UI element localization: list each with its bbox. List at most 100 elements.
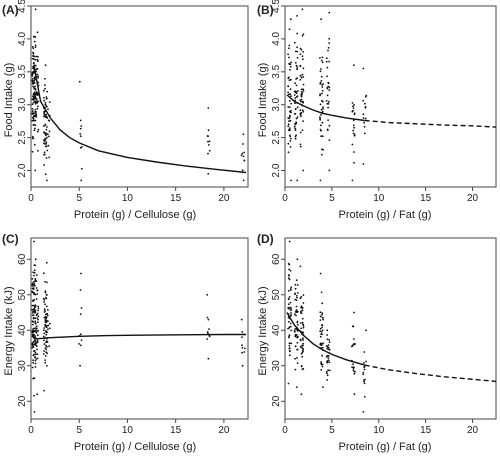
data-point: [207, 318, 210, 321]
data-point: [320, 59, 323, 62]
data-point: [302, 50, 304, 53]
data-point: [37, 315, 40, 318]
data-point: [32, 361, 34, 364]
data-point: [207, 172, 210, 175]
data-point: [288, 274, 290, 277]
data-point: [32, 96, 35, 99]
data-point: [80, 272, 82, 275]
data-point: [326, 348, 329, 350]
data-point: [302, 90, 305, 92]
data-point: [46, 90, 49, 93]
data-point: [79, 135, 82, 138]
data-point: [207, 144, 210, 146]
data-point: [32, 112, 34, 115]
data-point: [289, 306, 292, 309]
data-point: [299, 143, 302, 146]
data-point: [46, 281, 48, 284]
data-point: [362, 163, 365, 165]
data-point: [36, 58, 39, 61]
data-point: [242, 133, 245, 136]
data-point: [80, 146, 83, 148]
data-point: [294, 335, 297, 338]
data-point: [43, 99, 46, 102]
data-point: [79, 333, 82, 336]
data-point: [42, 89, 45, 92]
data-point: [353, 134, 356, 137]
data-point: [288, 268, 290, 271]
data-point: [207, 357, 210, 360]
data-point: [287, 85, 289, 88]
data-point: [302, 302, 305, 304]
data-point: [31, 71, 34, 74]
data-point: [295, 117, 298, 120]
data-point: [31, 366, 34, 369]
data-point: [34, 278, 37, 280]
y-tick-label: 4.0: [17, 32, 28, 46]
data-point: [35, 280, 38, 282]
y-tick-label: 60: [17, 253, 28, 265]
data-point: [31, 290, 34, 293]
data-point: [44, 325, 47, 328]
data-point: [302, 350, 304, 353]
data-point: [302, 294, 305, 296]
data-point: [290, 95, 292, 98]
data-point: [295, 64, 298, 67]
data-point: [44, 321, 47, 324]
data-point: [34, 258, 37, 261]
data-point: [363, 382, 366, 385]
data-point: [36, 393, 39, 396]
data-point: [48, 119, 51, 122]
data-point: [207, 107, 210, 109]
data-point: [34, 44, 37, 47]
data-point: [33, 343, 35, 346]
data-point: [244, 347, 246, 350]
data-point: [36, 339, 39, 342]
data-point: [48, 156, 51, 159]
data-point: [322, 386, 324, 388]
data-point: [301, 8, 304, 11]
data-point: [31, 135, 34, 138]
data-point: [44, 347, 47, 350]
data-point: [47, 320, 49, 322]
data-point: [46, 346, 48, 348]
data-point: [45, 351, 48, 354]
data-point: [294, 122, 297, 125]
data-point: [353, 393, 356, 396]
x-tick-label: 20: [218, 193, 230, 204]
data-point: [296, 341, 299, 344]
data-point: [326, 329, 329, 332]
y-tick-label: 2.5: [17, 130, 28, 144]
data-point: [288, 79, 291, 82]
data-point: [46, 133, 49, 136]
data-point: [351, 366, 353, 369]
data-point: [362, 113, 365, 116]
data-point: [362, 371, 365, 374]
data-point: [294, 292, 296, 295]
y-tick-label: 40: [271, 324, 282, 336]
data-point: [321, 56, 324, 59]
data-point: [302, 67, 305, 70]
data-point: [364, 117, 367, 120]
data-point: [33, 55, 36, 58]
data-point: [365, 329, 367, 332]
data-point: [302, 347, 305, 350]
data-point: [288, 44, 291, 47]
data-point: [46, 341, 49, 343]
data-point: [294, 368, 297, 371]
data-point: [243, 159, 246, 162]
data-point: [45, 115, 48, 118]
data-point: [294, 328, 297, 330]
data-point: [328, 348, 330, 351]
data-point: [351, 102, 354, 104]
data-point: [320, 135, 322, 138]
data-point: [321, 326, 323, 329]
data-point: [321, 346, 324, 349]
data-point: [362, 411, 365, 413]
data-point: [289, 342, 292, 345]
data-point: [300, 305, 303, 308]
data-point: [32, 54, 35, 57]
data-point: [289, 93, 292, 96]
data-point: [287, 277, 290, 280]
y-axis-label: Energy Intake (kJ): [257, 286, 269, 375]
data-point: [328, 60, 331, 63]
